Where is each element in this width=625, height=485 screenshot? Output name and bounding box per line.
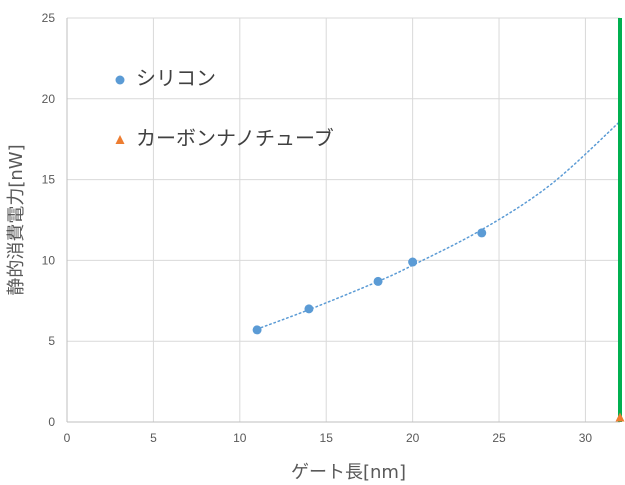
x-tick-label: 25 — [492, 431, 506, 445]
legend-label: シリコン — [136, 66, 216, 90]
legend-marker-circle — [115, 75, 125, 85]
x-tick-label: 15 — [320, 431, 334, 445]
y-tick-label: 5 — [48, 334, 55, 348]
y-tick-label: 15 — [42, 173, 56, 187]
x-tick-label: 5 — [150, 431, 157, 445]
x-axis-title: ゲート長[nm] — [291, 462, 406, 483]
data-point-silicon — [373, 276, 383, 286]
y-tick-label: 25 — [42, 11, 56, 25]
data-point-silicon — [304, 304, 314, 314]
x-tick-label: 10 — [233, 431, 247, 445]
x-tick-label: 20 — [406, 431, 420, 445]
data-point-silicon — [252, 325, 262, 335]
x-tick-label: 30 — [579, 431, 593, 445]
y-tick-label: 0 — [48, 415, 55, 429]
x-tick-label: 0 — [64, 431, 71, 445]
data-point-cnt — [615, 412, 625, 422]
data-point-silicon — [477, 228, 487, 238]
legend-label: カーボンナノチューブ — [136, 126, 334, 150]
y-axis-title: 静的消費電力[nW] — [6, 144, 27, 295]
legend-marker-triangle — [115, 135, 125, 144]
y-tick-label: 10 — [42, 253, 56, 267]
trendline — [256, 120, 621, 330]
data-point-silicon — [408, 257, 418, 267]
y-tick-label: 20 — [42, 92, 56, 106]
